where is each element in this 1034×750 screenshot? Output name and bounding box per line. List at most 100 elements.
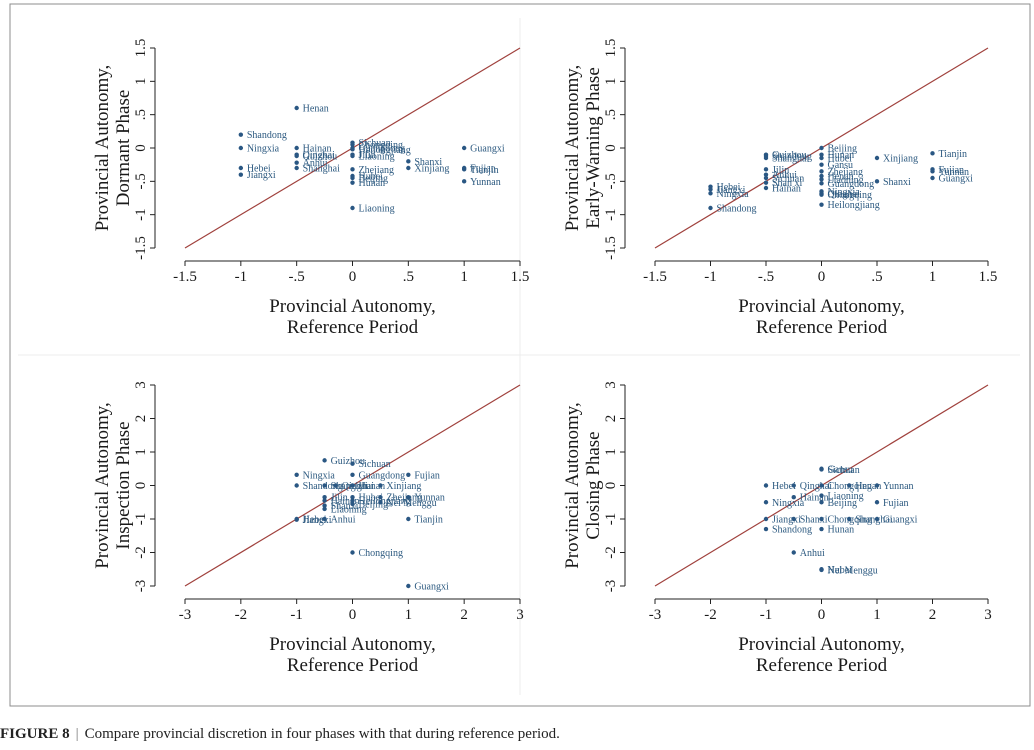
data-point-label: Anhui — [800, 548, 825, 559]
x-tick-label: 0 — [818, 607, 826, 623]
data-point — [406, 495, 411, 500]
data-point-label: Hainan — [772, 184, 801, 195]
data-point — [708, 205, 713, 211]
data-point-label: Ningxia — [772, 498, 805, 509]
data-point-label: Beijing — [359, 174, 388, 185]
data-point — [763, 172, 769, 177]
x-tick-label: -1 — [235, 269, 248, 285]
x-tick-label: 3 — [984, 607, 992, 623]
data-point — [819, 202, 824, 207]
data-point — [238, 172, 244, 177]
y-tick-label: 1 — [133, 78, 149, 86]
data-point-label: Fujian — [939, 165, 965, 176]
data-point — [406, 165, 411, 171]
data-point-label: Jiangxi — [247, 170, 276, 181]
data-point-label: Beijing — [828, 498, 857, 509]
data-point — [350, 142, 355, 147]
data-point — [294, 105, 299, 111]
data-point-label: Sichuan — [359, 138, 391, 149]
data-point — [350, 175, 355, 181]
y-tick-label: -1 — [603, 513, 619, 526]
data-point — [874, 516, 880, 522]
data-point — [763, 516, 769, 522]
data-point-label: Tianjin — [414, 515, 443, 526]
data-point — [294, 165, 299, 171]
x-axis-title: Reference Period — [756, 655, 888, 676]
data-point — [708, 187, 713, 192]
data-point — [350, 472, 355, 477]
data-point-label: Qinghai — [303, 150, 335, 161]
data-point-label: Chongqing — [828, 190, 872, 201]
x-axis-title: Provincial Autonomy, — [738, 296, 905, 317]
data-point-label: Shandong — [772, 525, 812, 536]
data-point — [874, 500, 880, 505]
data-point-label: Zhejiang — [828, 167, 864, 178]
data-point — [350, 495, 355, 500]
data-point — [819, 162, 824, 167]
data-point-label: Guizhou — [331, 456, 365, 467]
x-axis-title: Provincial Autonomy, — [269, 634, 436, 655]
x-tick-label: -3 — [179, 607, 192, 623]
data-point — [819, 483, 824, 488]
data-point-label: Xinjiang — [883, 154, 918, 165]
x-tick-label: 0 — [818, 269, 826, 285]
data-point-label: Shandong — [772, 152, 812, 163]
data-point — [294, 483, 299, 488]
data-point-label: Guangdong — [828, 179, 875, 190]
x-tick-label: 1 — [460, 269, 468, 285]
data-point-label: Chongqing — [359, 140, 403, 151]
y-axis-title: Provincial Autonomy, — [92, 402, 113, 569]
data-point-label: Liaoning — [359, 204, 395, 215]
data-point-label: Shanghai — [772, 154, 809, 165]
data-point-label: Jiangxi — [772, 515, 801, 526]
x-axis-title: Provincial Autonomy, — [738, 634, 905, 655]
data-point-label: Sichuan — [828, 465, 860, 476]
data-point-label: Shanxi — [331, 501, 359, 512]
data-point — [819, 493, 824, 498]
x-tick-label: .5 — [871, 269, 882, 285]
data-point-label: Qinghai — [342, 481, 374, 492]
data-point-label: Guangxi — [883, 515, 918, 526]
data-point — [819, 152, 824, 157]
data-point-label: Xinjiang — [386, 481, 421, 492]
data-point — [350, 153, 355, 159]
data-point — [874, 483, 880, 488]
y-tick-label: 3 — [133, 381, 149, 389]
y-tick-label: -.5 — [603, 173, 619, 189]
data-point-label: Hunan — [828, 525, 855, 536]
data-point-label: Gansu — [828, 160, 854, 171]
data-point — [930, 151, 935, 156]
y-tick-label: -1.5 — [603, 236, 619, 260]
data-point — [763, 155, 769, 161]
data-point-label: Gansu — [828, 464, 854, 475]
data-point-label: Ningxia — [828, 187, 861, 198]
x-tick-label: -3 — [649, 607, 662, 623]
data-point-label: Heilongjiang — [828, 200, 880, 211]
y-axis-title: Dormant Phase — [113, 90, 134, 207]
data-point — [294, 517, 299, 522]
x-tick-label: -2 — [235, 607, 248, 623]
y-tick-label: -1.5 — [133, 236, 149, 260]
data-point — [819, 500, 824, 505]
y-tick-label: 0 — [603, 482, 619, 490]
data-point-label: Chongqing — [359, 548, 403, 559]
y-tick-label: 0 — [133, 482, 149, 490]
data-point-label: Ningxia — [303, 470, 336, 481]
data-point-label: Beijing — [828, 144, 857, 155]
figure-frame — [9, 3, 1031, 707]
data-point-label: Yunnan — [939, 167, 970, 178]
data-point-label: Hubei — [828, 565, 853, 576]
data-point — [238, 132, 244, 137]
data-point-label: Hainan — [331, 496, 360, 507]
data-point-label: Jiangxi — [303, 515, 332, 526]
x-tick-label: .5 — [403, 269, 414, 285]
data-point-label: Liaoning — [828, 491, 864, 502]
data-point-label: Heilongjiang — [359, 496, 411, 507]
data-point-label: Nei Menggu — [386, 498, 436, 509]
data-point — [406, 583, 411, 589]
data-point — [791, 550, 796, 555]
data-point — [461, 179, 467, 184]
y-axis-title: Provincial Autonomy, — [562, 65, 583, 232]
data-point-label: Jiangxi — [717, 185, 746, 196]
